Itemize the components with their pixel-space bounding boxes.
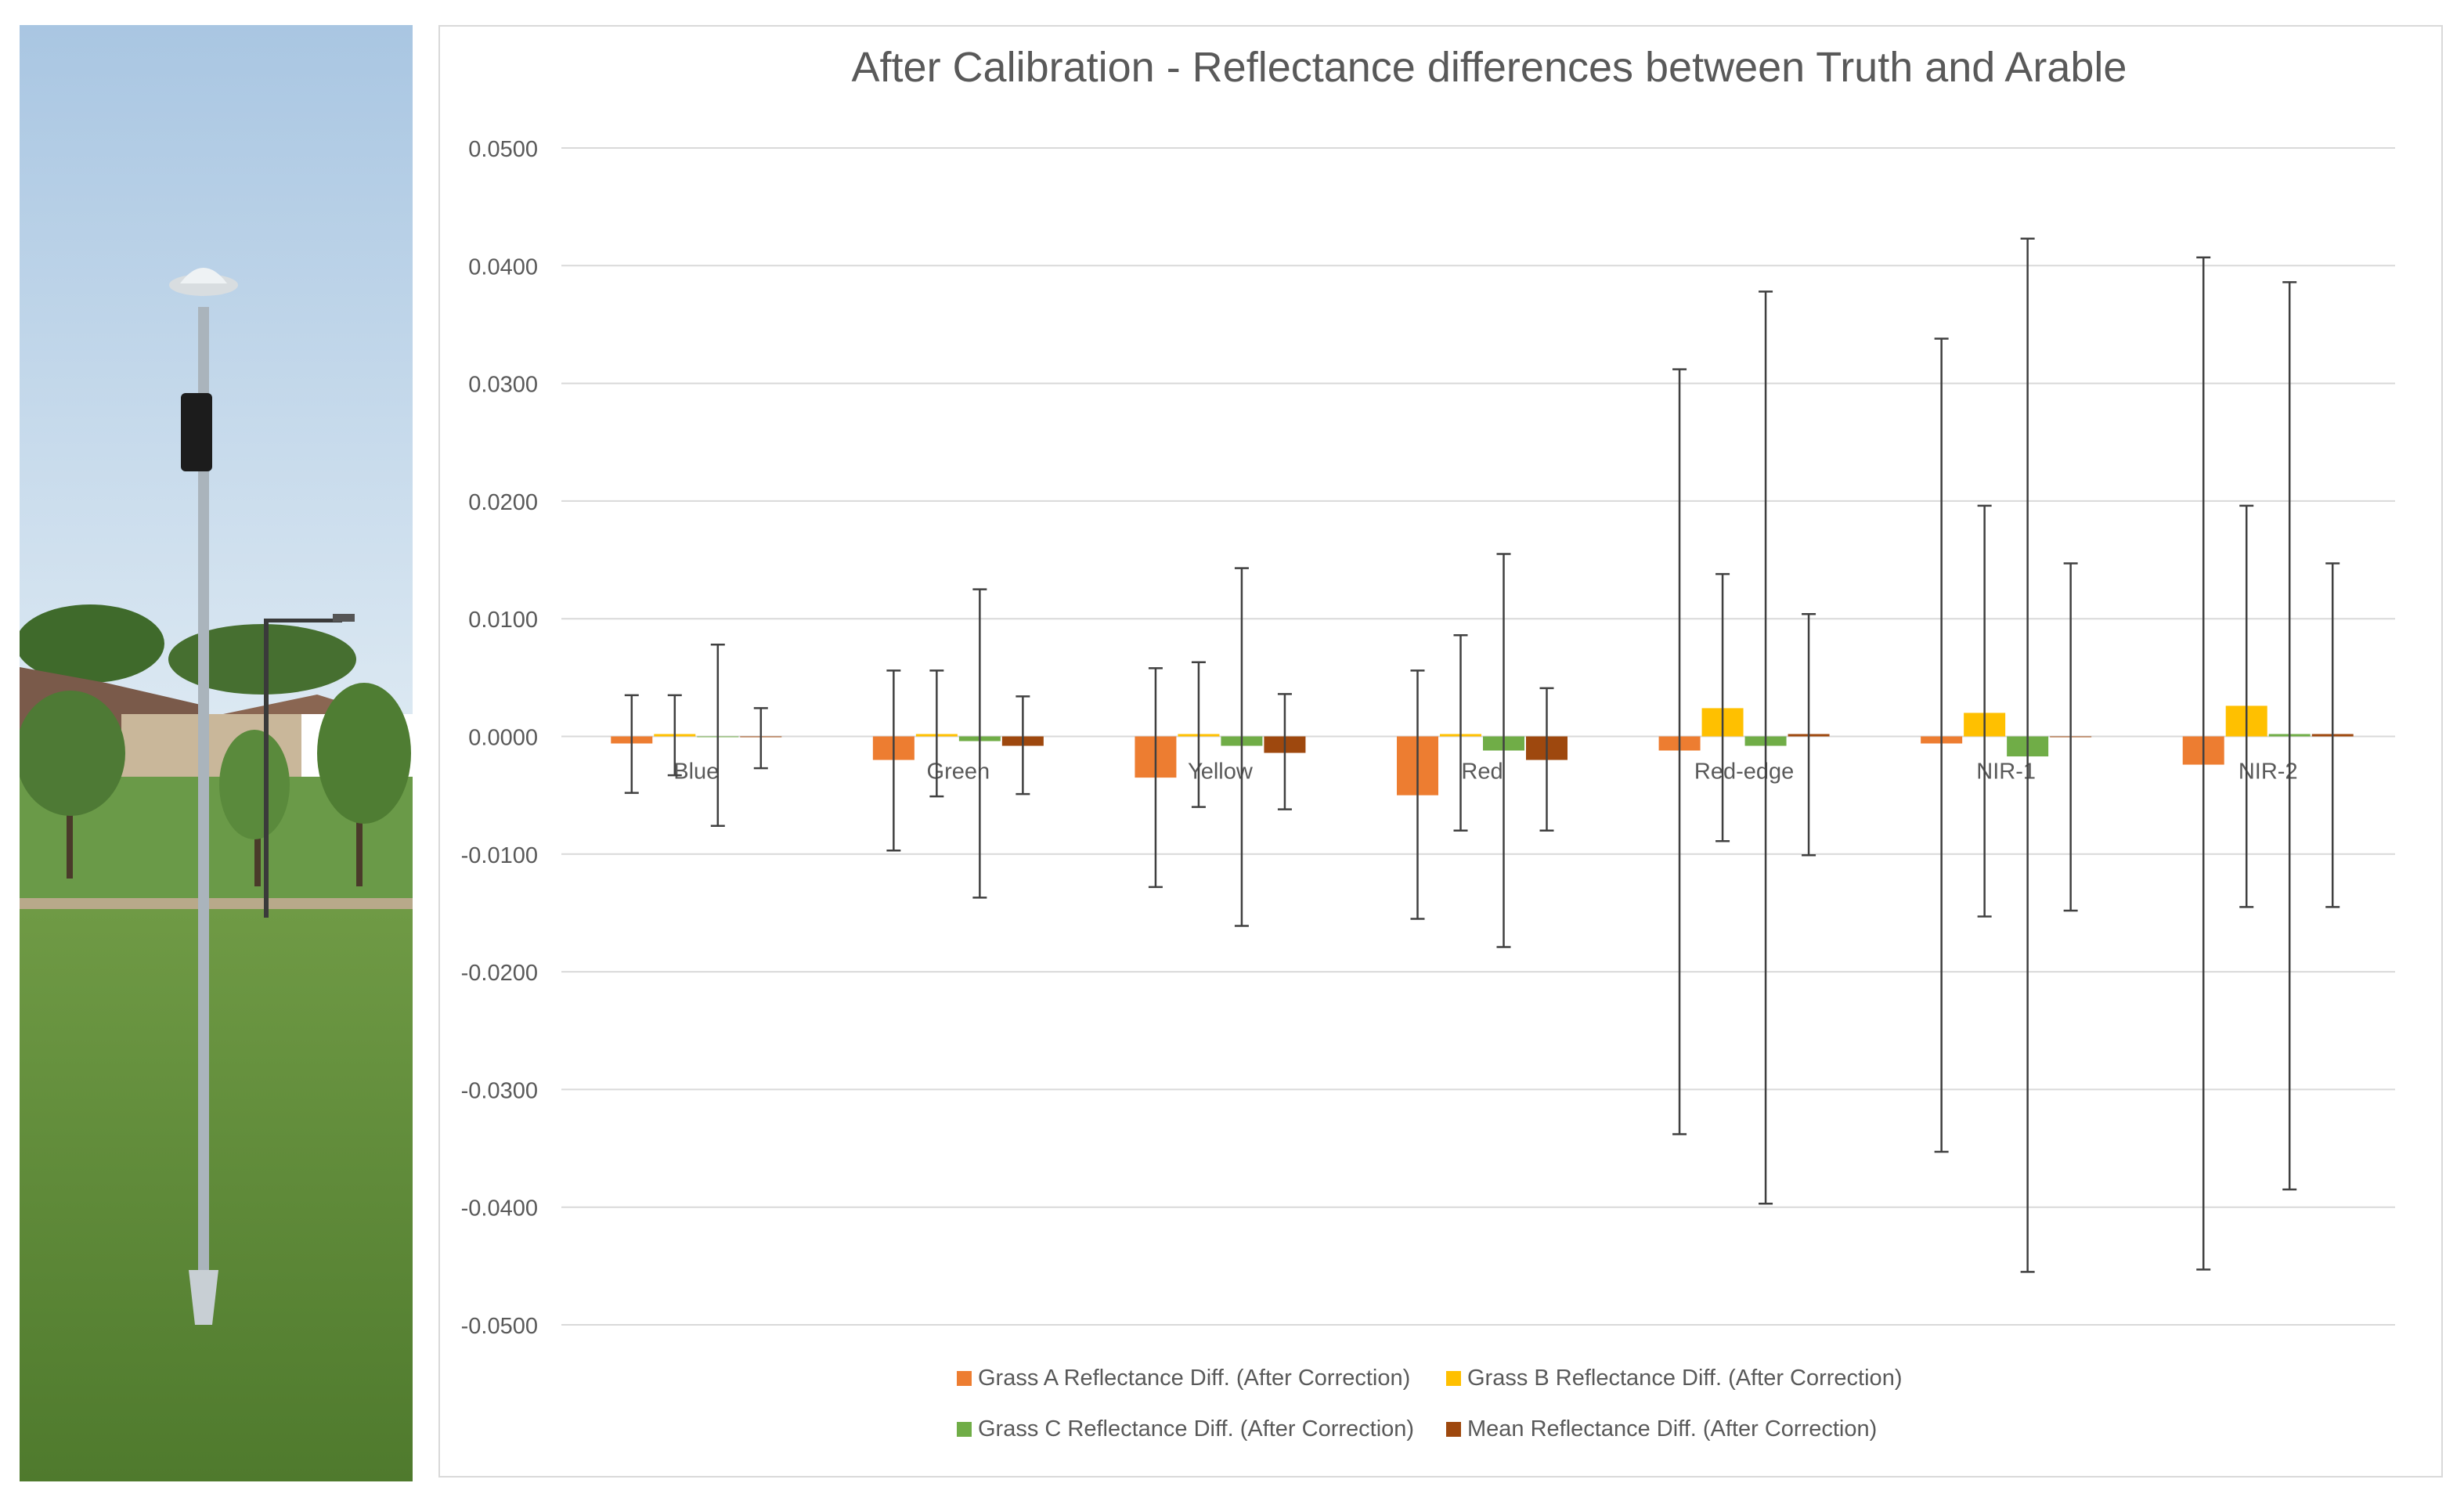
legend-swatch — [1446, 1371, 1461, 1386]
street-light-head — [333, 614, 355, 622]
tree-trunk — [356, 777, 363, 886]
y-tick-label: 0.0100 — [468, 608, 538, 633]
y-tick-label: 0.0200 — [468, 490, 538, 515]
legend-label: Grass A Reflectance Diff. (After Correct… — [978, 1366, 1410, 1391]
pole-anchor — [189, 1270, 218, 1325]
sensor-box — [181, 393, 212, 471]
y-tick-label: -0.0100 — [461, 843, 538, 868]
legend-label: Mean Reflectance Diff. (After Correction… — [1467, 1416, 1877, 1441]
category-label: NIR-2 — [2239, 760, 2298, 785]
legend-swatch — [957, 1371, 972, 1386]
category-label: Red — [1461, 760, 1503, 785]
sensor-pole — [198, 307, 209, 1325]
street-light-arm — [264, 619, 342, 622]
tree-trunk — [254, 792, 261, 886]
tree-canopy — [317, 683, 411, 824]
field-sensor-photo — [20, 25, 413, 1481]
chart-frame: After Calibration - Reflectance differen… — [438, 25, 2443, 1478]
lawn-near — [20, 909, 413, 1481]
legend: Grass A Reflectance Diff. (After Correct… — [957, 1366, 1902, 1441]
path — [20, 898, 413, 909]
category-label: Yellow — [1188, 760, 1254, 785]
legend-label: Grass C Reflectance Diff. (After Correct… — [978, 1416, 1414, 1441]
legend-label: Grass B Reflectance Diff. (After Correct… — [1467, 1366, 1902, 1391]
chart: After Calibration - Reflectance differen… — [461, 44, 2395, 1441]
tree-canopy — [219, 730, 290, 839]
y-tick-label: -0.0300 — [461, 1078, 538, 1103]
y-axis-ticks: 0.0500 0.0400 0.0300 0.0200 0.0100 0.0000 -0.0… — [461, 137, 538, 1339]
category-label: NIR-1 — [1976, 760, 2036, 785]
tree-canopy — [20, 691, 125, 816]
y-tick-label: 0.0300 — [468, 373, 538, 398]
sky — [20, 25, 413, 714]
street-light-pole — [264, 620, 269, 918]
y-tick-label: -0.0400 — [461, 1196, 538, 1221]
sensor-dome — [180, 268, 227, 283]
category-label: Red-edge — [1694, 760, 1794, 785]
legend-swatch — [957, 1422, 972, 1437]
legend-swatch — [1446, 1422, 1461, 1437]
y-tick-label: -0.0200 — [461, 961, 538, 986]
category-labels: Blue Green Yellow Red Red-edge NIR-1 NIR-2 — [673, 760, 2297, 785]
y-tick-label: 0.0500 — [468, 137, 538, 162]
tree-canopy — [168, 624, 356, 695]
y-tick-label: -0.0500 — [461, 1314, 538, 1339]
category-label: Blue — [673, 760, 719, 785]
tree-canopy — [20, 604, 164, 683]
chart-title: After Calibration - Reflectance differen… — [852, 44, 2127, 91]
y-tick-label: 0.0000 — [468, 726, 538, 751]
error-bars — [624, 237, 2340, 1273]
tree-trunk — [67, 777, 73, 879]
y-tick-label: 0.0400 — [468, 254, 538, 280]
